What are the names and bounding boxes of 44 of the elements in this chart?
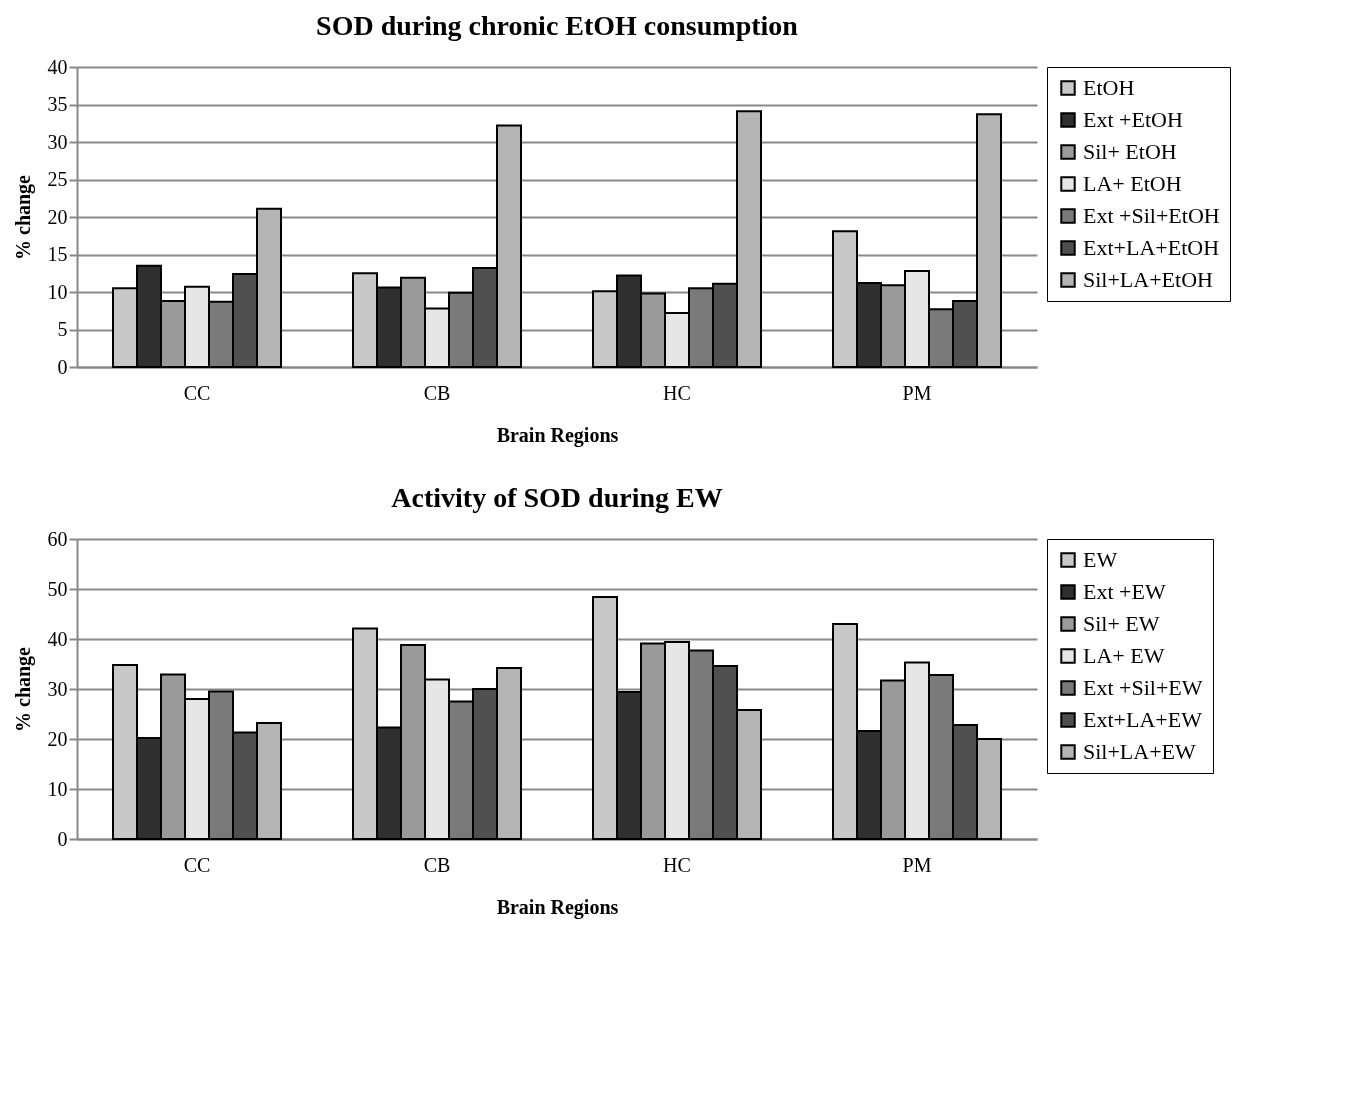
y-tick-label: 5 [57,318,68,340]
y-tick-label: 50 [47,577,68,600]
x-tick-label: CC [183,853,211,876]
x-tick-label: HC [663,853,691,876]
x-tick-label: CC [183,381,211,404]
legend-label: Sil+ EtOH [1083,139,1177,164]
legend-label: EW [1083,547,1118,572]
y-tick-label: 20 [47,727,68,750]
y-tick-label: 30 [47,677,68,700]
y-axis-title: % change [11,174,35,260]
y-tick-label: 20 [47,205,68,228]
y-tick-label: 0 [57,355,68,378]
legend-label: Sil+LA+EtOH [1083,267,1214,292]
x-tick-label: CB [423,853,451,876]
y-tick-label: 40 [47,627,68,650]
x-tick-label: CB [423,381,451,404]
legend-label: LA+ EW [1083,643,1165,668]
legend-label: Sil+LA+EW [1083,739,1197,764]
y-tick-label: 25 [47,168,68,190]
x-tick-label: PM [902,381,932,404]
y-tick-label: 60 [47,527,68,550]
legend-label: Ext +EtOH [1083,107,1183,132]
x-tick-label: HC [663,381,691,404]
legend-label: Sil+ EW [1083,611,1160,636]
y-tick-label: 15 [47,243,68,265]
y-axis-title: % change [11,646,35,732]
legend-label: Ext+LA+EW [1083,707,1203,732]
chart-title: Activity of SOD during EW [391,482,723,513]
chart-title: SOD during chronic EtOH consumption [316,10,799,41]
y-tick-label: 0 [57,827,68,850]
x-tick-label: PM [902,853,932,876]
y-tick-label: 30 [47,130,68,153]
y-tick-label: 10 [47,280,68,303]
y-tick-label: 10 [47,777,68,800]
legend-label: Ext +Sil+EW [1083,675,1203,700]
x-axis-title: Brain Regions [496,895,619,919]
x-axis-title: Brain Regions [496,423,619,447]
y-tick-label: 40 [47,55,68,78]
legend-label: Ext +Sil+EtOH [1083,203,1220,228]
legend-label: EtOH [1083,75,1135,100]
legend-label: Ext +EW [1083,579,1166,604]
y-tick-label: 35 [47,93,68,115]
legend-label: Ext+LA+EtOH [1083,235,1220,260]
legend-label: LA+ EtOH [1083,171,1182,196]
